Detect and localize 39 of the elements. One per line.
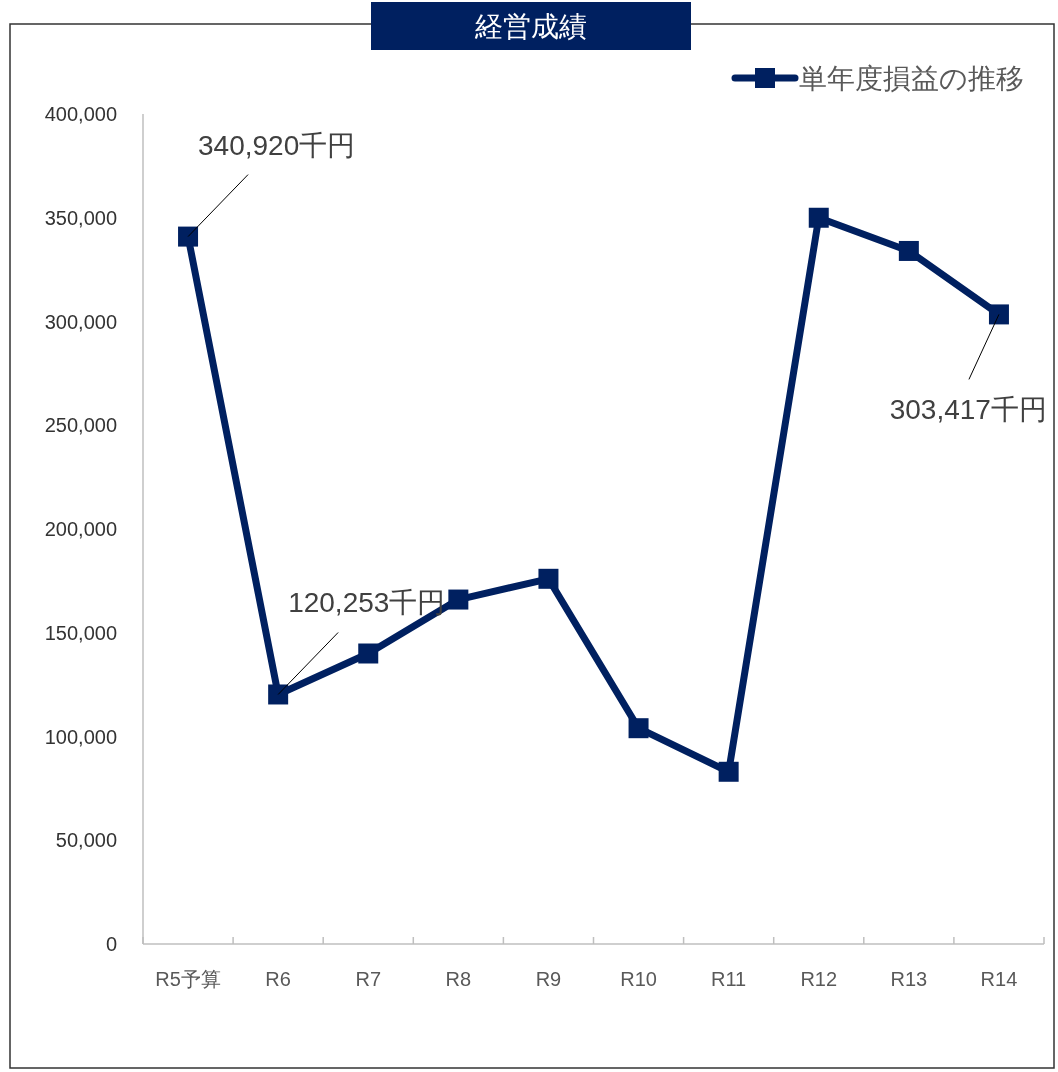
- x-tick-label: R12: [800, 968, 838, 990]
- x-tick-label: R5予算: [155, 968, 221, 990]
- annotation: 303,417千円: [889, 313, 1047, 426]
- y-tick-label: 200,000: [44, 518, 117, 540]
- point: [718, 761, 739, 782]
- point: [628, 718, 649, 739]
- x-tick-label: R8: [445, 968, 472, 990]
- x-tick-label: R13: [890, 968, 928, 990]
- y-tick-label: 100,000: [44, 725, 117, 748]
- point: [538, 568, 559, 589]
- point: [988, 304, 1009, 325]
- x-tick-label: R11: [711, 968, 747, 990]
- annotation: 340,920千円: [187, 129, 356, 238]
- point: [268, 684, 289, 705]
- y-tick-label: 250,000: [44, 414, 117, 437]
- title: 経営成績: [371, 2, 691, 50]
- point: [178, 226, 199, 247]
- chart-title: 経営成績: [474, 11, 587, 42]
- point: [808, 207, 829, 228]
- y-tick-label: 50,000: [55, 829, 117, 852]
- annotation: 340,920千円: [198, 129, 356, 161]
- x-tick-label: R7: [355, 968, 382, 990]
- y-tick-label: 0: [105, 933, 117, 955]
- y-tick-label: 400,000: [44, 103, 117, 125]
- annotation: 303,417千円: [889, 394, 1047, 426]
- y-tick-label: 300,000: [44, 310, 117, 333]
- annotation: 120,253千円: [288, 587, 446, 619]
- legend: 単年度損益の推移: [731, 63, 1024, 94]
- y-tick-label: 150,000: [44, 621, 117, 644]
- x-tick-label: R6: [265, 968, 291, 990]
- x-tick-label: R9: [535, 968, 562, 990]
- annotation: 120,253千円: [277, 587, 446, 695]
- point: [358, 643, 379, 664]
- y-tick-label: 350,000: [44, 206, 117, 229]
- point: [898, 240, 919, 261]
- legend-label: 単年度損益の推移: [799, 63, 1024, 94]
- x-tick-label: R10: [620, 968, 657, 990]
- x-tick-label: R14: [980, 968, 1018, 990]
- point: [448, 589, 469, 610]
